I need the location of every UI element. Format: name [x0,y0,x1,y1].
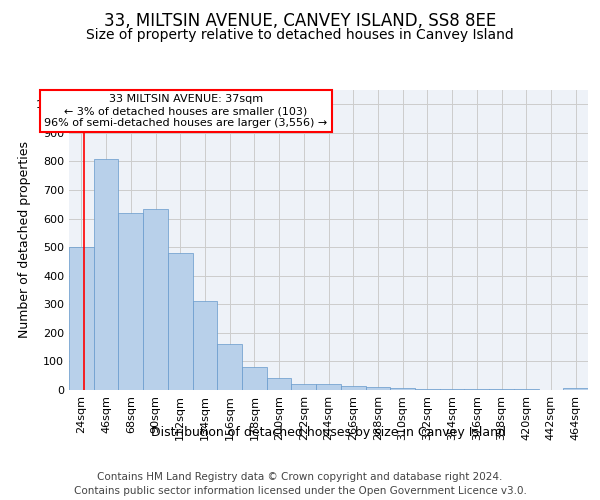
Bar [69,247,94,390]
Text: 33 MILTSIN AVENUE: 37sqm
← 3% of detached houses are smaller (103)
96% of semi-d: 33 MILTSIN AVENUE: 37sqm ← 3% of detache… [44,94,328,128]
Text: Distribution of detached houses by size in Canvey Island: Distribution of detached houses by size … [151,426,506,439]
Bar [464,389,489,390]
Bar [292,384,316,390]
Bar [143,208,168,390]
Text: 33, MILTSIN AVENUE, CANVEY ISLAND, SS8 8EE: 33, MILTSIN AVENUE, CANVEY ISLAND, SS8 8… [104,12,496,30]
Bar [440,388,464,390]
Bar [415,388,440,390]
Bar [390,388,415,390]
Bar [365,387,390,390]
Bar [341,386,365,390]
Bar [267,378,292,390]
Bar [217,344,242,390]
Text: Size of property relative to detached houses in Canvey Island: Size of property relative to detached ho… [86,28,514,42]
Bar [242,367,267,390]
Bar [193,302,217,390]
Text: Contains HM Land Registry data © Crown copyright and database right 2024.
Contai: Contains HM Land Registry data © Crown c… [74,472,526,496]
Bar [94,158,118,390]
Bar [316,384,341,390]
Bar [168,253,193,390]
Bar [489,389,514,390]
Bar [118,213,143,390]
Bar [563,388,588,390]
Y-axis label: Number of detached properties: Number of detached properties [17,142,31,338]
